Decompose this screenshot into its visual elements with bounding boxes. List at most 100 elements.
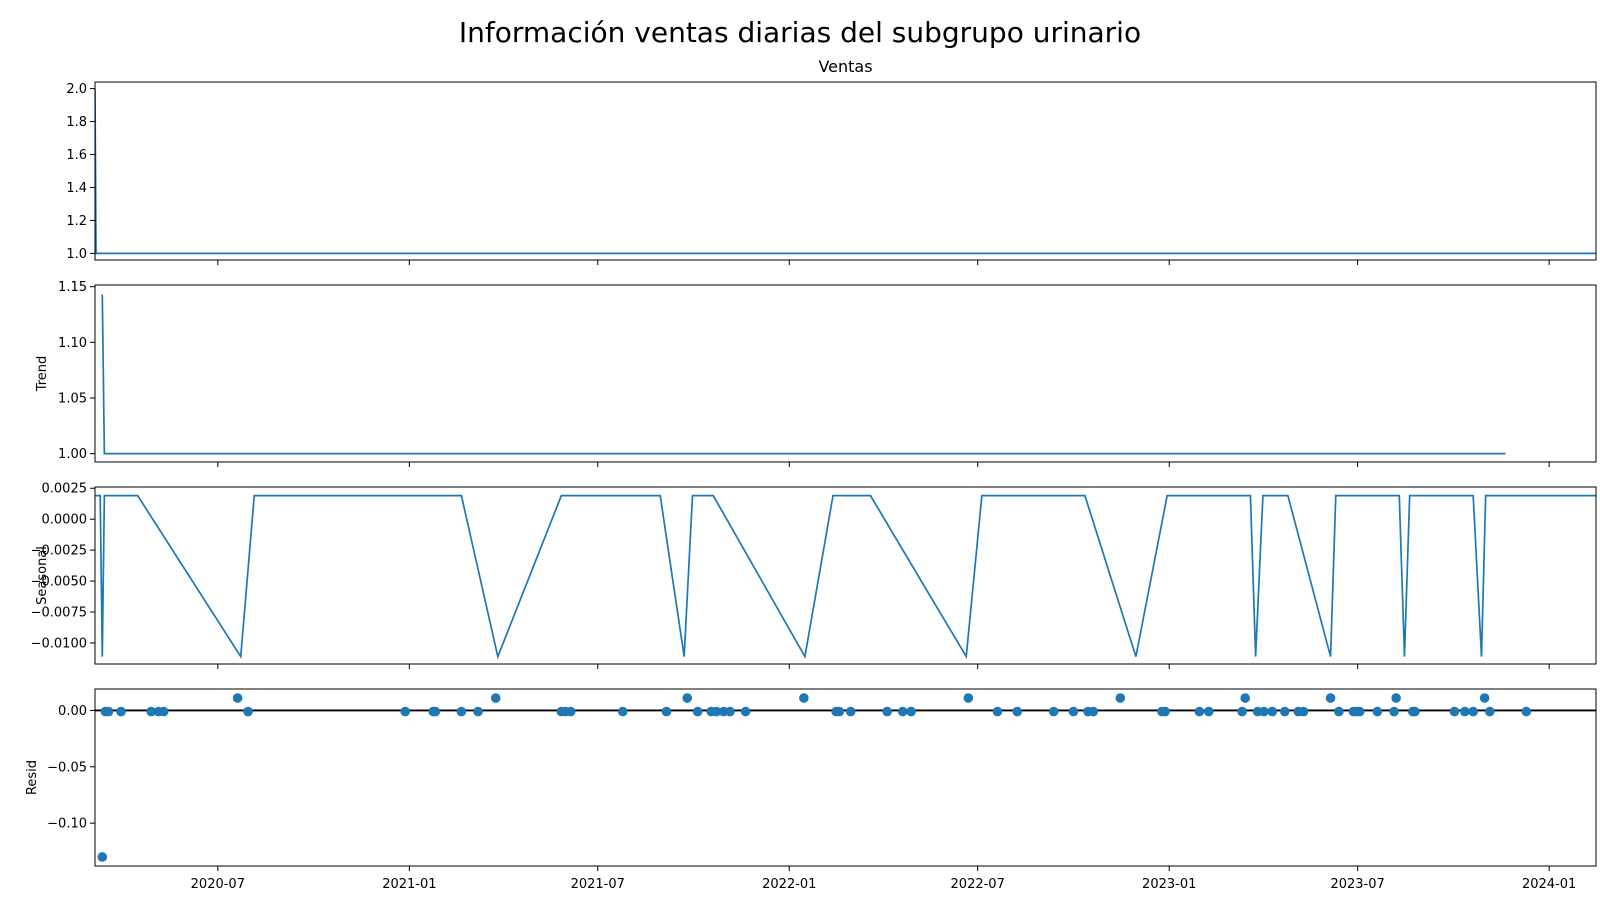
ylabel-seasonal: Seasonal	[35, 546, 50, 605]
xtick-label: 2023-01	[1142, 877, 1196, 892]
resid-point	[711, 706, 722, 717]
ytick-label: 1.4	[66, 181, 87, 196]
ytick-label: −0.0075	[31, 606, 87, 621]
resid-point	[1068, 706, 1079, 717]
ytick-label: 2.0	[66, 82, 87, 97]
resid-point	[682, 693, 693, 703]
resid-point	[103, 706, 114, 717]
resid-point	[1160, 706, 1170, 717]
resid-point	[1279, 706, 1290, 717]
ytick-label: 0.0000	[42, 513, 88, 528]
panel-resid: Resid 0.00 −0.05 −0.10 2020-07 2021-01 2021-07…	[25, 688, 1597, 892]
resid-point	[1389, 706, 1399, 717]
ylabel-trend: Trend	[35, 356, 50, 393]
resid-point	[963, 693, 974, 703]
axes-frame-trend	[94, 284, 1597, 463]
xtick-label: 2022-01	[762, 877, 816, 892]
resid-point	[1048, 706, 1059, 717]
resid-point	[1449, 706, 1460, 717]
resid-point	[1460, 706, 1470, 717]
ytick-label: −0.10	[47, 817, 87, 832]
resid-point	[430, 706, 441, 717]
resid-point	[834, 706, 845, 717]
resid-point	[400, 706, 410, 717]
resid-point	[158, 706, 169, 717]
ytick-label: 1.05	[58, 391, 87, 406]
resid-point	[725, 706, 735, 717]
resid-point	[490, 693, 501, 703]
ylabel-resid: Resid	[25, 760, 40, 795]
resid-point	[992, 706, 1003, 717]
resid-point	[1259, 706, 1269, 717]
resid-point	[1115, 693, 1126, 703]
resid-point	[116, 706, 126, 717]
resid-point	[1240, 693, 1251, 703]
ytick-label: 1.0	[66, 247, 87, 262]
xtick-label: 2021-01	[382, 877, 436, 892]
resid-point	[1391, 693, 1401, 703]
resid-point	[1267, 706, 1278, 717]
ytick-label: 1.8	[66, 115, 87, 130]
series-line-observed	[95, 88, 1596, 255]
resid-point	[661, 706, 672, 717]
resid-point	[1194, 706, 1205, 717]
axes-frame-resid	[94, 688, 1597, 867]
resid-point	[1521, 706, 1532, 717]
resid-point	[740, 706, 751, 717]
ytick-label: 1.00	[58, 447, 87, 462]
resid-point	[97, 852, 108, 862]
resid-point	[1325, 693, 1336, 703]
resid-point	[1088, 706, 1099, 717]
resid-point	[243, 706, 253, 717]
resid-point	[1298, 706, 1309, 717]
plot-area-seasonal	[95, 494, 1596, 660]
series-line-trend	[101, 294, 1506, 455]
resid-point	[565, 706, 576, 717]
resid-point	[897, 706, 908, 717]
ytick-label: 1.2	[66, 214, 87, 229]
ytick-label: 1.15	[58, 280, 87, 295]
resid-point	[1334, 706, 1344, 717]
resid-point	[1372, 706, 1383, 717]
resid-point	[1203, 706, 1214, 717]
axes-frame-seasonal	[94, 486, 1597, 665]
resid-point	[799, 693, 809, 703]
resid-point	[906, 706, 916, 717]
xtick-label: 2024-01	[1522, 877, 1576, 892]
xtick-label: 2020-07	[191, 877, 245, 892]
series-line-seasonal	[95, 494, 1596, 660]
panel-title-observed: Ventas	[818, 57, 872, 76]
plot-area-resid	[95, 693, 1596, 862]
ytick-label: 0.00	[58, 704, 87, 719]
panels: Ventas 1.0 1.2 1.4 1.6 1.8 2.0 Trend 1.00 1.05 1.1…	[25, 57, 1597, 892]
panel-observed: Ventas 1.0 1.2 1.4 1.6 1.8 2.0	[66, 57, 1597, 265]
axes-frame-observed	[94, 81, 1597, 261]
resid-point	[882, 706, 892, 717]
ytick-label: 0.0025	[42, 482, 88, 497]
ytick-label: 1.6	[66, 148, 87, 163]
resid-point	[1012, 706, 1023, 717]
plot-area-observed	[95, 88, 1596, 255]
resid-point	[845, 706, 856, 717]
panel-trend: Trend 1.00 1.05 1.10 1.15	[35, 280, 1597, 467]
ytick-label: 1.10	[58, 336, 87, 351]
xtick-label: 2022-07	[951, 877, 1005, 892]
panel-seasonal: Seasonal 0.0025 0.0000 −0.0025 −0.0050 −0.007…	[31, 482, 1597, 669]
resid-point	[1410, 706, 1420, 717]
resid-point	[1479, 693, 1490, 703]
xtick-label: 2023-07	[1330, 877, 1384, 892]
resid-point	[1354, 706, 1365, 717]
resid-point	[1468, 706, 1478, 717]
resid-point	[473, 706, 483, 717]
resid-point	[1237, 706, 1247, 717]
figure-title: Información ventas diarias del subgrupo …	[459, 16, 1141, 49]
ytick-label: −0.0100	[31, 636, 87, 651]
resid-point	[1485, 706, 1495, 717]
ytick-label: −0.05	[47, 760, 87, 775]
plot-area-trend	[101, 294, 1506, 455]
resid-point	[456, 706, 467, 717]
resid-point	[617, 706, 628, 717]
ytick-label: −0.0025	[31, 544, 87, 559]
resid-point	[232, 693, 243, 703]
